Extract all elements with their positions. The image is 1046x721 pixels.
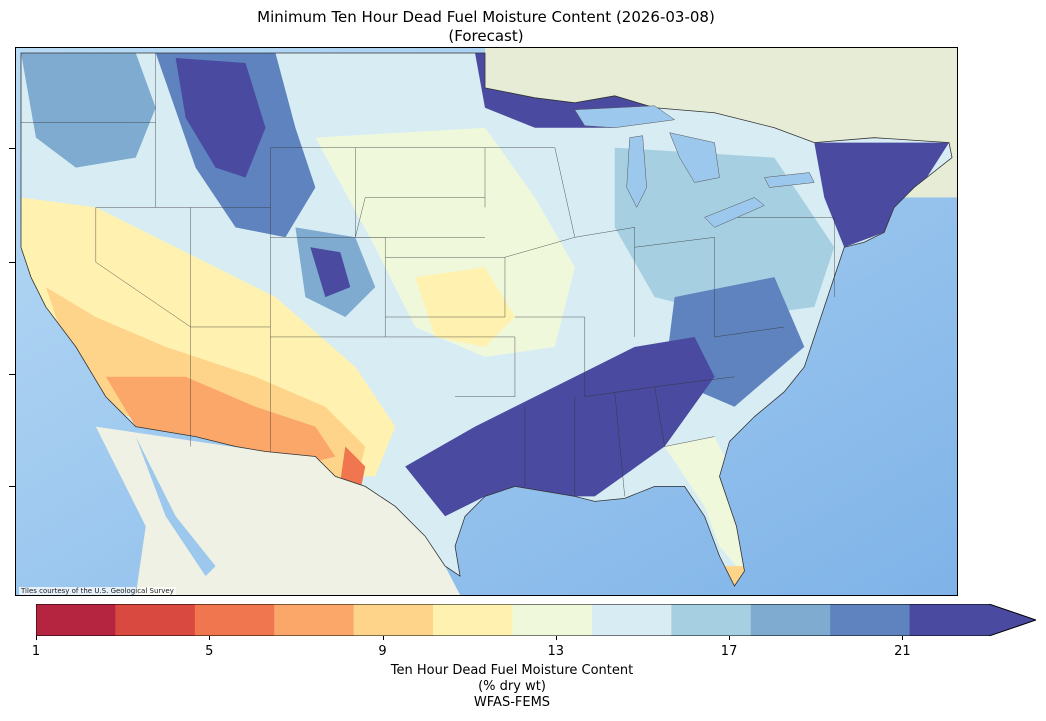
colorbar-segment (591, 604, 672, 636)
moisture-zone-great-lakes (614, 147, 835, 318)
colorbar (36, 604, 1036, 636)
colorbar-segment (433, 604, 513, 636)
colorbar-source: WFAS-FEMS (473, 695, 551, 710)
gulf-of-california (135, 436, 216, 577)
colorbar-segment (274, 604, 355, 636)
colorbar-tick (555, 636, 557, 640)
moisture-zone-kansas (415, 267, 515, 347)
moisture-zone-arizona (105, 376, 336, 467)
colorbar-segment (830, 604, 911, 636)
title-line-2: (Forecast) (448, 27, 524, 45)
great-lakes (574, 105, 815, 228)
colorbar-segment (194, 604, 275, 636)
axis-tick (9, 148, 15, 149)
mexico-area (95, 426, 461, 595)
lake-erie (704, 197, 765, 228)
moisture-zone-colorado-core (310, 247, 351, 298)
colorbar-tick (36, 636, 37, 640)
colorbar-tick-label: 9 (378, 644, 387, 659)
axis-tick (9, 374, 15, 375)
colorbar-tick-label: 13 (547, 644, 565, 659)
lake-huron (669, 132, 720, 183)
lake-ontario (764, 172, 815, 188)
map-title: Minimum Ten Hour Dead Fuel Moisture Cont… (0, 8, 972, 46)
state-boundaries (20, 52, 835, 497)
fuel-moisture-map (15, 47, 958, 596)
colorbar-tick (382, 636, 384, 640)
tile-credit: Tiles courtesy of the U.S. Geological Su… (19, 587, 176, 595)
moisture-zone-new-england (814, 142, 950, 248)
moisture-zone-pacific-nw (20, 52, 156, 168)
colorbar-tick-label: 5 (205, 644, 214, 659)
colorbar-segment (671, 604, 752, 636)
moisture-zone-gulf-coast (405, 336, 715, 517)
colorbar-units: (% dry wt) (478, 679, 546, 694)
colorbar-segment (353, 604, 434, 636)
moisture-zone-idaho (175, 57, 266, 178)
axis-tick (9, 486, 15, 487)
axis-tick (9, 262, 15, 263)
colorbar-extend-arrow (909, 604, 1036, 636)
colorbar-segment (750, 604, 831, 636)
colorbar-segment (115, 604, 196, 636)
conus-outline (20, 52, 953, 587)
lake-superior (574, 105, 676, 128)
colorbar-segment (512, 604, 593, 636)
colorbar-segment (36, 604, 116, 636)
colorbar-tick-label: 17 (720, 644, 738, 659)
title-line-1: Minimum Ten Hour Dead Fuel Moisture Cont… (257, 8, 715, 26)
colorbar-label: Ten Hour Dead Fuel Moisture Content (390, 663, 634, 678)
lake-michigan (626, 135, 647, 208)
colorbar-tick-label: 1 (31, 644, 41, 659)
colorbar-tick (729, 636, 731, 640)
colorbar-tick (209, 636, 211, 640)
moisture-zone-plains (315, 127, 575, 357)
colorbar-tick-label: 21 (894, 644, 911, 659)
colorbar-outline (36, 604, 1036, 636)
colorbar-tick (902, 636, 904, 640)
